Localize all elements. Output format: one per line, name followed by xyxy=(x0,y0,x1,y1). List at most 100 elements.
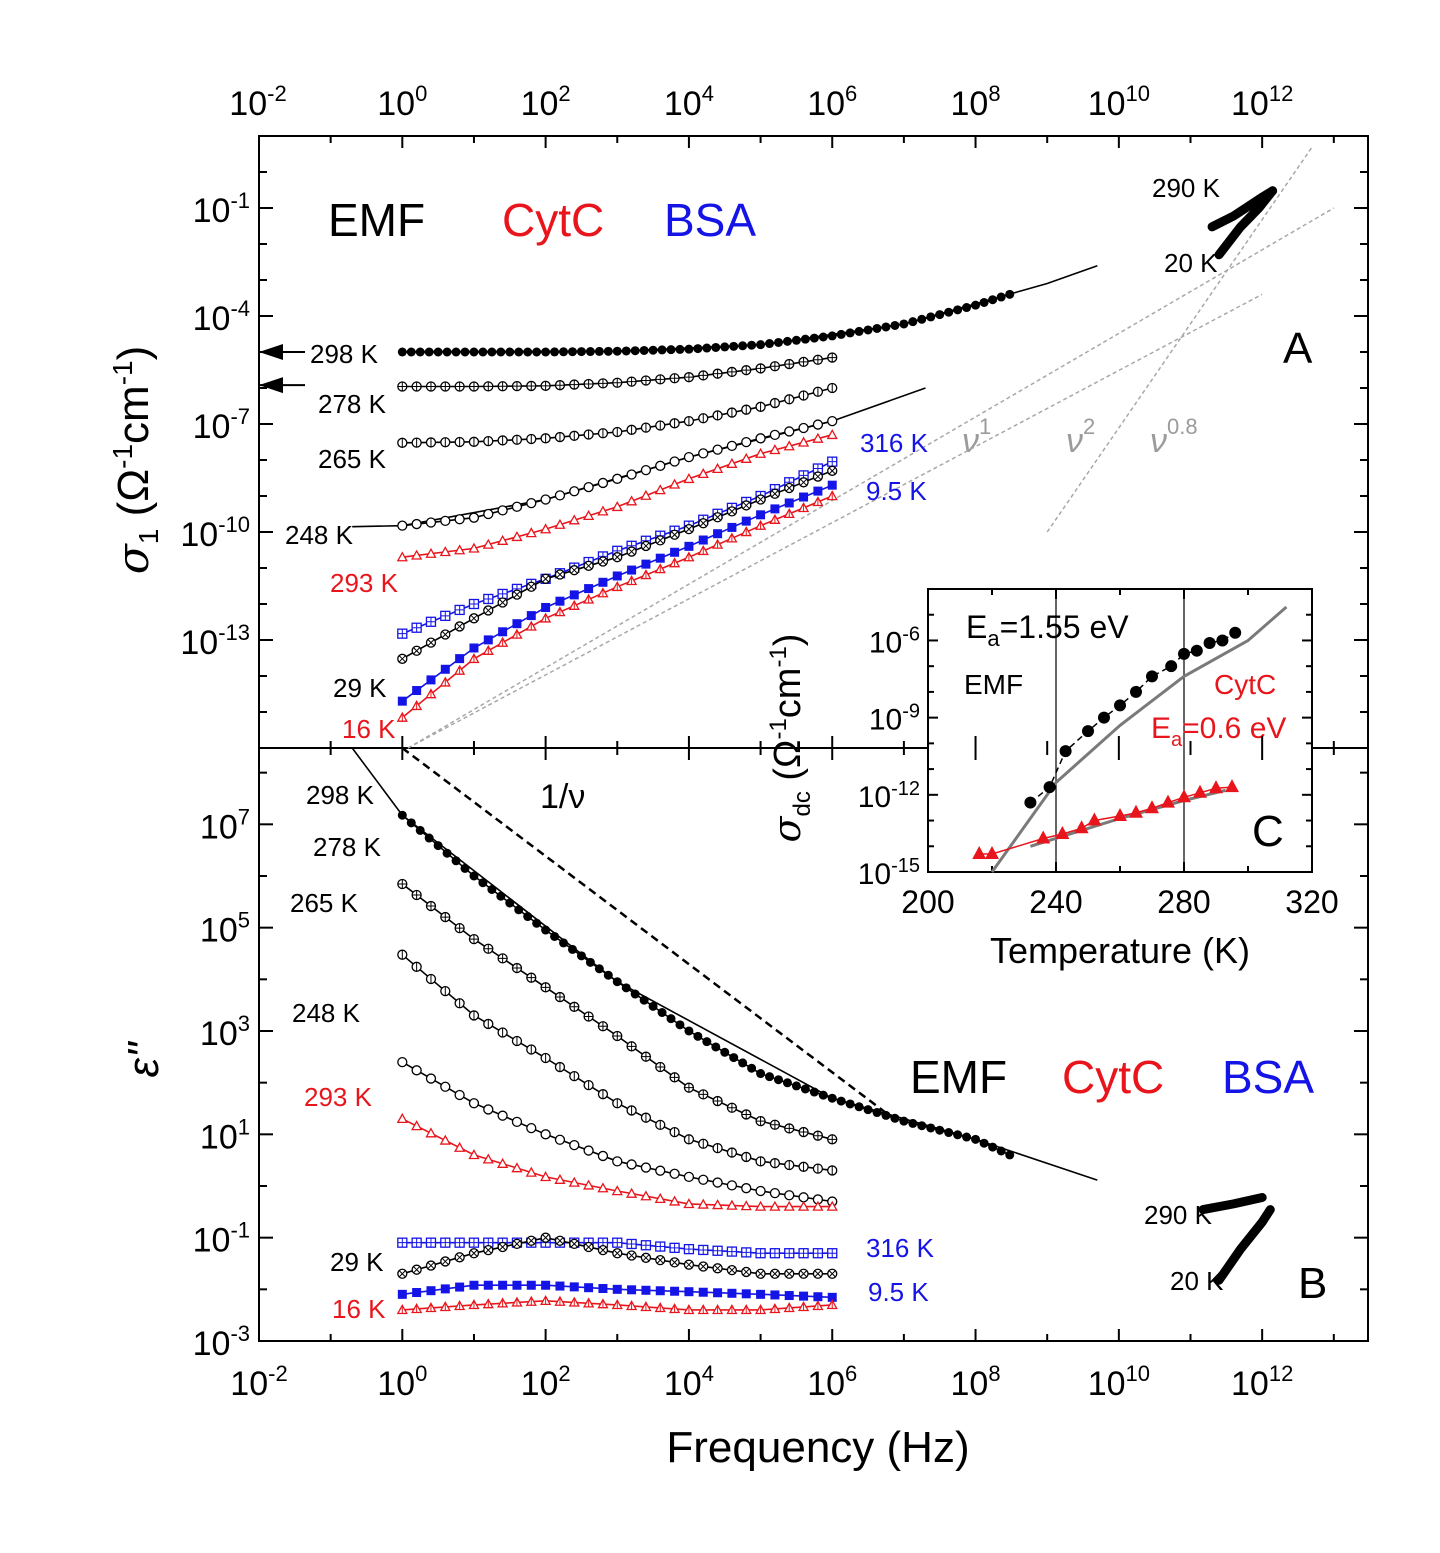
b-series-16K-point xyxy=(769,1303,781,1314)
a-series-293K-point xyxy=(396,551,408,562)
b-series-293K-point xyxy=(611,1185,623,1196)
b-series-95K-point xyxy=(412,1288,422,1298)
a-series-29K-point xyxy=(741,500,752,511)
a-series-293K-point xyxy=(554,518,566,529)
b-series-293K-point-shape xyxy=(726,1199,738,1210)
a-series-298K-point xyxy=(550,347,560,357)
b-series-278K-point-cross xyxy=(555,992,565,1002)
a-series-278K-point-cross xyxy=(598,378,608,388)
b-series-248K-point-shape xyxy=(397,1056,408,1068)
b-series-316K-point-cross xyxy=(426,1238,436,1248)
a-series-278K-point-cross xyxy=(541,381,551,391)
b-series-298K-point xyxy=(720,1047,730,1057)
c-series-CytC-point xyxy=(1055,825,1070,839)
c-series-CytC-point xyxy=(972,846,987,860)
b-series-16K-point xyxy=(554,1295,566,1306)
a-series-278K-point-cross xyxy=(827,353,837,363)
b-series-248K-point xyxy=(569,1139,580,1151)
a-series-29K-point xyxy=(597,556,609,567)
a-series-95K-point xyxy=(498,627,508,637)
a-series-16K-point xyxy=(826,490,838,501)
b-series-95K-point xyxy=(455,1282,465,1292)
a-series-29K-point xyxy=(468,613,480,624)
a-series-95K-point xyxy=(455,654,465,664)
a-series-293K-point xyxy=(826,428,838,440)
a-series-293K-point-shape xyxy=(554,518,566,529)
a-series-298K-point xyxy=(666,345,676,355)
a-series-248K-point-shape xyxy=(683,451,695,463)
a-series-293K-point xyxy=(568,514,580,525)
b-series-278K-point-cross xyxy=(397,879,407,889)
b-series-248K-point xyxy=(726,1180,738,1191)
b-series-298K-point xyxy=(406,818,416,828)
b-series-265K-point xyxy=(669,1126,680,1138)
a-series-29K-point-x xyxy=(785,484,793,492)
b-series-29K-point-x xyxy=(585,1243,592,1251)
a-series-265K-point xyxy=(698,413,709,424)
b-series-265K-point xyxy=(454,998,465,1009)
c-series-CytC-point xyxy=(985,846,999,860)
b-series-293K-point xyxy=(625,1187,638,1198)
a-series-265K-point xyxy=(397,437,408,448)
b-series-29K-point-x xyxy=(685,1261,693,1269)
b-series-316K-point-cross xyxy=(756,1248,766,1258)
b-series-265K-point xyxy=(827,1165,838,1176)
b-series-29K-point-x xyxy=(441,1258,449,1265)
b-series-95K-point xyxy=(784,1291,794,1301)
inset-frame xyxy=(927,588,1313,873)
ref-line-nu0.8 xyxy=(407,293,1263,749)
a-series-278K-point-cross xyxy=(455,382,465,392)
a-series-293K-point xyxy=(511,531,523,542)
a-series-293K-point xyxy=(597,505,609,516)
a-series-278K-point xyxy=(511,380,523,392)
a-series-248K-point-shape xyxy=(712,444,723,455)
b-series-293K-point xyxy=(640,1190,652,1201)
a-series-265K-point xyxy=(755,401,766,412)
a-series-29K-point-x xyxy=(527,583,535,591)
a-label-298K: 298 K xyxy=(310,339,379,369)
b-series-293K-point-shape xyxy=(511,1162,523,1173)
a-series-265K-point xyxy=(712,410,723,421)
a-series-95K-point xyxy=(584,584,594,594)
a-label-95K: 9.5 K xyxy=(866,476,927,506)
a-series-278K-point-cross xyxy=(426,382,436,392)
a-series-29K-point-x xyxy=(714,513,721,521)
a-series-248K-point-shape xyxy=(669,456,680,467)
c-series-CytC-point xyxy=(1113,808,1127,822)
b-series-95K-point xyxy=(469,1280,479,1290)
b-series-293K-point xyxy=(411,1120,423,1131)
a-series-278K-point-cross xyxy=(483,381,493,391)
a-series-298K-point xyxy=(621,346,631,356)
b-series-298K-point xyxy=(979,1138,989,1148)
b-series-316K-point-cross xyxy=(397,1238,407,1248)
y-tick-label-a: 10-1 xyxy=(193,188,250,230)
b-series-278K-point xyxy=(612,1030,623,1042)
a-series-298K-point xyxy=(406,347,416,357)
a-series-293K-point-shape xyxy=(783,440,795,451)
a-series-278K-point xyxy=(425,381,437,392)
a-series-316K-point-cross xyxy=(469,599,479,609)
b-series-298K-point xyxy=(917,1121,927,1131)
a-series-293K-point-shape xyxy=(640,489,652,500)
a-series-16K-point xyxy=(754,519,767,530)
a-label-278K: 278 K xyxy=(318,389,387,419)
b-series-248K-point xyxy=(540,1129,551,1140)
b-series-293K-point xyxy=(482,1153,494,1164)
a-series-248K-point-shape xyxy=(741,436,752,448)
a-series-293K-point xyxy=(711,462,724,474)
b-series-95K-point xyxy=(670,1286,680,1296)
a-series-16K-point xyxy=(797,502,810,513)
a-series-29K-point xyxy=(569,565,580,576)
b-series-29K-point xyxy=(827,1268,838,1279)
b-series-298K-point xyxy=(496,891,506,901)
a-series-248K-point xyxy=(425,517,437,528)
a-series-248K-point xyxy=(655,460,666,471)
a-series-248K-point-shape xyxy=(397,520,408,531)
b-series-278K-point xyxy=(741,1109,752,1120)
b-series-29K-point-x xyxy=(628,1252,635,1259)
c-series-CytC-point xyxy=(1177,789,1191,803)
b-series-265K-point xyxy=(683,1134,695,1145)
a-series-265K-point xyxy=(640,422,652,433)
b-series-95K-point xyxy=(655,1286,665,1296)
b-series-278K-point-cross xyxy=(569,1002,579,1012)
